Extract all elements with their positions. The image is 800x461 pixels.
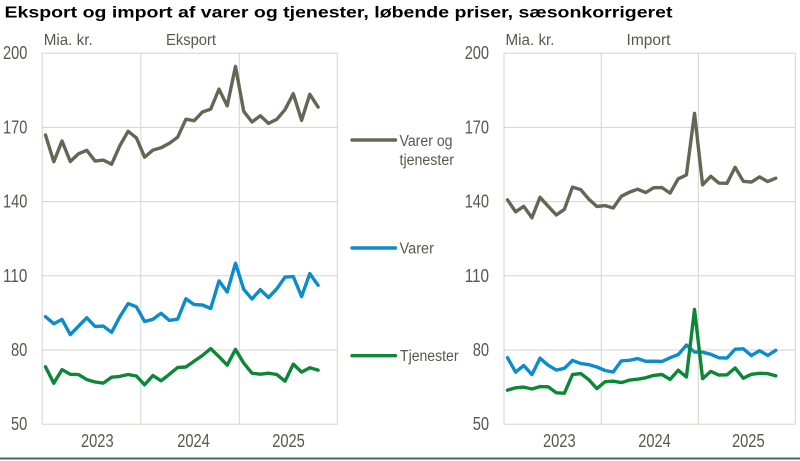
svg-text:140: 140 (3, 191, 27, 212)
svg-text:200: 200 (3, 42, 27, 63)
svg-text:2024: 2024 (638, 431, 671, 451)
svg-text:50: 50 (11, 413, 27, 434)
svg-text:50: 50 (473, 413, 489, 434)
svg-text:200: 200 (465, 42, 489, 63)
svg-text:2024: 2024 (177, 431, 210, 451)
svg-text:Import: Import (627, 32, 672, 49)
svg-text:80: 80 (473, 339, 489, 360)
svg-text:170: 170 (3, 116, 27, 137)
svg-text:Eksport og import af varer og: Eksport og import af varer og tjenester,… (5, 5, 674, 22)
svg-text:Varer: Varer (400, 241, 435, 258)
svg-text:Eksport: Eksport (166, 32, 217, 49)
svg-text:110: 110 (465, 265, 489, 286)
svg-text:170: 170 (465, 116, 489, 137)
svg-text:2025: 2025 (272, 431, 305, 451)
svg-text:tjenester: tjenester (400, 152, 455, 169)
svg-text:80: 80 (11, 339, 27, 360)
svg-text:Varer og: Varer og (400, 133, 453, 150)
svg-text:Tjenester: Tjenester (400, 348, 459, 365)
svg-text:2023: 2023 (543, 431, 576, 451)
svg-text:110: 110 (3, 265, 27, 286)
svg-text:Mia. kr.: Mia. kr. (506, 32, 555, 49)
svg-text:2025: 2025 (732, 431, 765, 451)
svg-text:2023: 2023 (81, 431, 114, 451)
svg-text:Mia. kr.: Mia. kr. (44, 32, 93, 49)
svg-text:140: 140 (465, 191, 489, 212)
